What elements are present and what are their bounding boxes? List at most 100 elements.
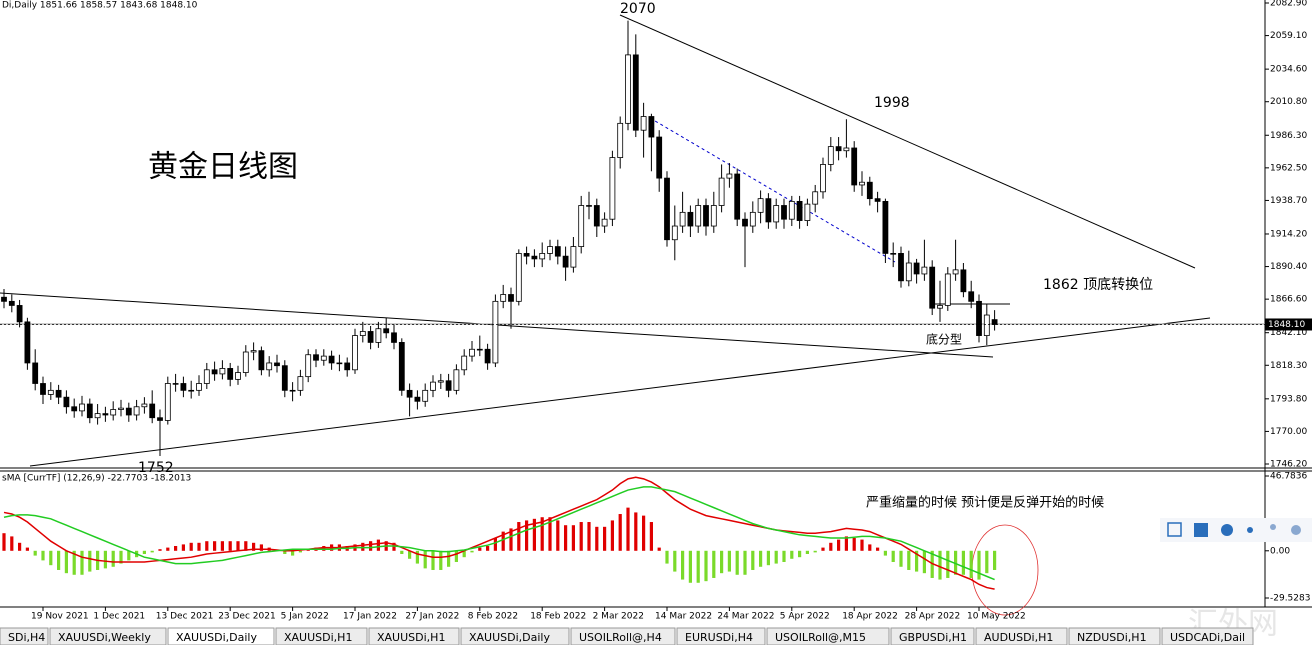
candle-body <box>695 205 702 227</box>
candle-body <box>313 354 319 361</box>
toolbar-icon[interactable] <box>1247 527 1253 533</box>
candle-body <box>344 362 351 371</box>
candle-body <box>40 383 46 395</box>
histogram-bar <box>174 545 178 551</box>
tab[interactable] <box>766 627 890 645</box>
tab[interactable] <box>570 627 676 645</box>
histogram-bar <box>119 550 123 564</box>
tab-label[interactable]: XAUUSDi,Daily <box>176 631 257 644</box>
candle-body <box>172 383 179 385</box>
toolbar-icon[interactable] <box>1270 524 1276 530</box>
histogram-bar <box>907 550 911 570</box>
histogram-bar <box>571 525 575 551</box>
candle-body <box>718 177 725 206</box>
candle-body <box>742 218 748 227</box>
histogram-bar <box>478 547 482 551</box>
candle-body <box>110 409 117 416</box>
y-tick-label: 1746.20 <box>1270 460 1307 470</box>
histogram-bar <box>517 522 521 551</box>
candle-body <box>71 406 78 412</box>
histogram-bar <box>33 550 37 556</box>
tab[interactable] <box>167 627 275 645</box>
histogram-bar <box>259 544 263 551</box>
candle-body <box>578 205 585 247</box>
tab[interactable] <box>890 627 975 645</box>
candle-body <box>406 389 413 398</box>
tab[interactable] <box>460 627 570 645</box>
histogram-bar <box>766 550 770 566</box>
tab[interactable] <box>0 627 49 645</box>
tab[interactable] <box>49 627 167 645</box>
tab-label[interactable]: SDi,H4 <box>8 631 45 644</box>
candle-body <box>359 331 366 336</box>
candle-body <box>539 253 546 260</box>
candle-body <box>905 262 912 282</box>
candle-body <box>554 246 561 257</box>
histogram-bar <box>57 550 61 570</box>
tab[interactable] <box>1161 627 1254 645</box>
candle-body <box>375 328 382 343</box>
histogram-bar <box>564 525 568 551</box>
candle-body <box>211 369 218 375</box>
y-tick-label: 1842.10 <box>1270 328 1307 338</box>
toolbar-icon[interactable] <box>1194 523 1208 537</box>
tab-label[interactable]: USOILRoll@,H4 <box>579 631 662 644</box>
candle-body <box>203 369 210 384</box>
y-tick-label: 0.00 <box>1270 546 1290 556</box>
tab-label[interactable]: XAUUSDi,Daily <box>469 631 550 644</box>
histogram-bar <box>205 541 209 551</box>
histogram-bar <box>579 522 583 551</box>
tab-label[interactable]: XAUUSDi,H1 <box>377 631 445 644</box>
candle-body <box>320 355 327 361</box>
candle-body <box>757 198 764 213</box>
candle-body <box>94 413 101 419</box>
histogram-bar <box>64 550 68 574</box>
histogram-bar <box>400 550 404 554</box>
candle-body <box>804 203 811 221</box>
candle-body <box>820 164 826 193</box>
candle-body <box>710 205 717 227</box>
trend-line <box>619 14 1196 269</box>
candle-body <box>632 54 639 131</box>
histogram-bar <box>969 550 973 578</box>
y-tick-label: 1866.60 <box>1270 295 1307 305</box>
toolbar-icon[interactable] <box>1291 525 1301 535</box>
tab-label[interactable]: NZDUSDi,H1 <box>1077 631 1147 644</box>
tab[interactable] <box>676 627 766 645</box>
tab[interactable] <box>368 627 460 645</box>
histogram-bar <box>805 550 809 554</box>
tab-label[interactable]: USDCADi,Dail <box>1170 631 1245 644</box>
tab-label[interactable]: XAUUSDi,H1 <box>284 631 352 644</box>
x-tick-label: 24 Mar 2022 <box>717 612 774 622</box>
tab-label[interactable]: AUDUSDi,H1 <box>984 631 1053 644</box>
histogram-bar <box>431 550 435 570</box>
candle-body <box>79 403 85 412</box>
candle-body <box>125 407 132 416</box>
y-tick-label: 2059.10 <box>1270 31 1307 41</box>
tab-label[interactable]: USOILRoll@,M15 <box>775 631 866 644</box>
tab[interactable] <box>975 627 1068 645</box>
histogram-bar <box>306 549 310 551</box>
candle-body <box>515 253 522 302</box>
tab-label[interactable]: GBPUSDi,H1 <box>899 631 967 644</box>
y-tick-label: 2082.90 <box>1270 0 1307 9</box>
histogram-bar <box>454 550 458 562</box>
high-label: 1998 <box>874 95 910 111</box>
toolbar-icon[interactable] <box>1167 522 1182 537</box>
candle-body <box>258 350 265 371</box>
histogram-bar <box>603 526 607 551</box>
y-tick-label: 1770.00 <box>1270 427 1307 437</box>
tab-label[interactable]: XAUUSDi,Weekly <box>58 631 151 644</box>
candle-body <box>749 211 756 227</box>
tab-label[interactable]: EURUSDi,H4 <box>685 631 753 644</box>
indicator-header: sMA [CurrTF] (12,26,9) -22.7703 -18.2013 <box>2 474 191 484</box>
y-tick-label: 1962.50 <box>1270 163 1307 173</box>
histogram-bar <box>595 526 599 551</box>
candle-body <box>960 269 967 293</box>
histogram-bar <box>759 550 763 567</box>
histogram-bar <box>993 550 997 570</box>
tab[interactable] <box>1068 627 1161 645</box>
toolbar-icon[interactable] <box>1221 524 1233 536</box>
histogram-bar <box>322 545 326 551</box>
tab[interactable] <box>275 627 368 645</box>
